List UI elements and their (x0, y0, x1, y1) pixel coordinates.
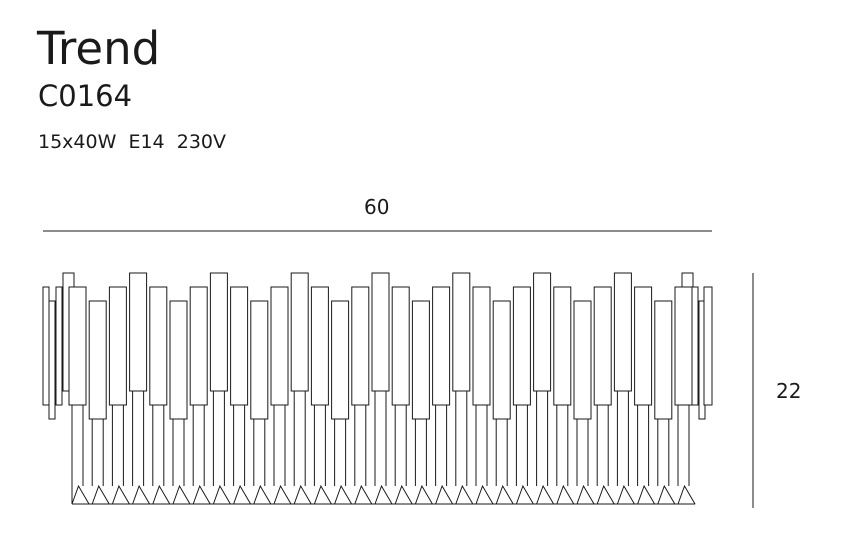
crystal (593, 286, 612, 406)
crystal (169, 300, 188, 420)
crystal (654, 300, 673, 420)
crystal (88, 300, 107, 420)
side-crystal (55, 286, 63, 406)
crystal (573, 300, 592, 420)
crystal (149, 286, 168, 406)
side-crystal (48, 300, 56, 420)
crystal (432, 286, 451, 406)
side-crystal (703, 286, 713, 406)
height-dimension-label: 22 (776, 379, 802, 403)
crystal (634, 286, 653, 406)
product-name: Trend (37, 22, 161, 75)
crystal (472, 286, 491, 406)
crystal (613, 272, 632, 392)
crystal (492, 300, 511, 420)
crystal-zigzag (71, 484, 696, 505)
crystal (310, 286, 329, 406)
width-dimension-label: 60 (364, 195, 390, 219)
crystal (351, 286, 370, 406)
crystal (209, 272, 228, 392)
crystal (331, 300, 350, 420)
side-crystal (691, 286, 699, 406)
crystal (533, 272, 552, 392)
crystal (371, 272, 390, 392)
product-code: C0164 (38, 79, 133, 113)
crystal (189, 286, 208, 406)
crystal (553, 286, 572, 406)
side-crystal (42, 286, 50, 406)
crystal (290, 272, 309, 392)
crystal (108, 286, 127, 406)
crystal (68, 286, 87, 406)
crystal (129, 272, 148, 392)
crystal (250, 300, 269, 420)
chandelier-crystals (42, 272, 713, 505)
product-specs: 15x40W E14 230V (38, 131, 226, 153)
crystal (411, 300, 430, 420)
crystal (391, 286, 410, 406)
crystal (270, 286, 289, 406)
crystal (452, 272, 471, 392)
crystal (512, 286, 531, 406)
crystal (230, 286, 249, 406)
crystal (674, 286, 693, 406)
